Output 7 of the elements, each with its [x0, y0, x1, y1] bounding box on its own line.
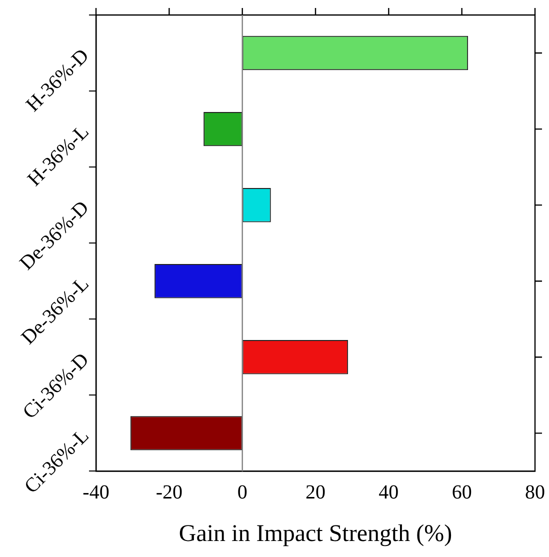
x-tick-label: 20 [306, 481, 326, 504]
x-tick-label: 0 [237, 481, 248, 504]
x-tick-label: 60 [452, 481, 472, 504]
x-tick-label: 40 [378, 481, 399, 504]
x-tick-label: 80 [525, 481, 545, 504]
x-tick-label: -20 [156, 481, 183, 504]
x-axis-title: Gain in Impact Strength (%) [178, 520, 452, 547]
